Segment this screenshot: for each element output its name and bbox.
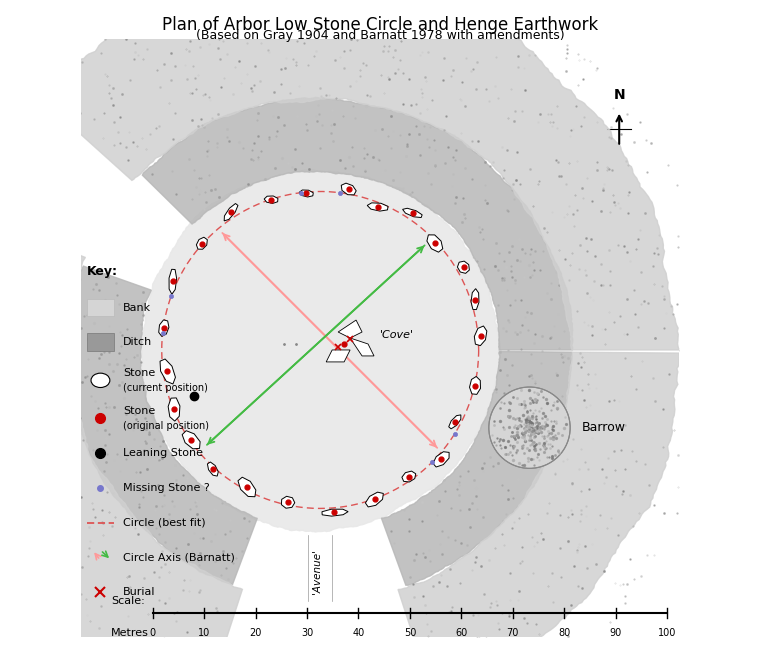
Text: Metres: Metres xyxy=(111,628,149,638)
Text: 70: 70 xyxy=(507,628,519,638)
Polygon shape xyxy=(70,266,258,584)
Polygon shape xyxy=(38,0,679,350)
Text: Circle (best fit): Circle (best fit) xyxy=(123,517,205,528)
Text: N: N xyxy=(613,88,625,102)
Ellipse shape xyxy=(91,373,110,387)
Text: Stone: Stone xyxy=(123,368,155,378)
Text: (original position): (original position) xyxy=(123,421,209,431)
Polygon shape xyxy=(238,477,256,497)
Polygon shape xyxy=(433,452,449,467)
Text: 60: 60 xyxy=(455,628,467,638)
Polygon shape xyxy=(299,190,313,197)
Text: 80: 80 xyxy=(558,628,570,638)
Polygon shape xyxy=(169,269,176,294)
Polygon shape xyxy=(168,398,180,421)
Polygon shape xyxy=(141,170,501,532)
Polygon shape xyxy=(427,235,443,252)
Polygon shape xyxy=(402,471,416,482)
Polygon shape xyxy=(366,492,383,507)
Text: (Based on Gray 1904 and Barnatt 1978 with amendments): (Based on Gray 1904 and Barnatt 1978 wit… xyxy=(195,29,565,42)
Polygon shape xyxy=(322,509,348,516)
Polygon shape xyxy=(160,359,176,384)
FancyBboxPatch shape xyxy=(87,298,114,317)
Text: Stone: Stone xyxy=(123,406,155,416)
Text: Barrow: Barrow xyxy=(582,421,626,434)
Polygon shape xyxy=(341,183,356,195)
Text: 0: 0 xyxy=(150,628,156,638)
Polygon shape xyxy=(182,431,200,448)
Polygon shape xyxy=(470,376,480,395)
Text: 10: 10 xyxy=(198,628,211,638)
Polygon shape xyxy=(350,338,374,356)
Polygon shape xyxy=(281,497,295,508)
Polygon shape xyxy=(159,320,169,336)
Text: Key:: Key: xyxy=(87,265,118,278)
Polygon shape xyxy=(448,415,461,429)
Polygon shape xyxy=(338,320,362,338)
Text: 90: 90 xyxy=(610,628,622,638)
Polygon shape xyxy=(142,98,573,350)
Text: Ditch: Ditch xyxy=(123,337,152,347)
Text: 40: 40 xyxy=(353,628,365,638)
Text: 100: 100 xyxy=(658,628,676,638)
Text: 'Cove': 'Cove' xyxy=(380,330,414,340)
Text: 'Avenue': 'Avenue' xyxy=(312,549,322,593)
Polygon shape xyxy=(474,326,487,346)
Text: 20: 20 xyxy=(249,628,261,638)
Text: Burial: Burial xyxy=(123,587,155,597)
Polygon shape xyxy=(398,352,679,650)
Text: 50: 50 xyxy=(404,628,416,638)
Polygon shape xyxy=(196,237,207,249)
Text: Scale:: Scale: xyxy=(111,596,144,606)
Polygon shape xyxy=(382,352,572,585)
Polygon shape xyxy=(326,350,350,362)
Polygon shape xyxy=(207,462,218,476)
Polygon shape xyxy=(471,289,479,309)
Polygon shape xyxy=(264,196,278,203)
Text: Bank: Bank xyxy=(123,302,151,313)
Text: Leaning Stone: Leaning Stone xyxy=(123,448,203,458)
Text: 30: 30 xyxy=(301,628,313,638)
Polygon shape xyxy=(403,208,422,218)
Polygon shape xyxy=(0,210,242,650)
Polygon shape xyxy=(367,203,388,211)
Text: Plan of Arbor Low Stone Circle and Henge Earthwork: Plan of Arbor Low Stone Circle and Henge… xyxy=(162,16,598,34)
Text: Circle Axis (Barnatt): Circle Axis (Barnatt) xyxy=(123,552,235,562)
FancyBboxPatch shape xyxy=(87,333,114,351)
Polygon shape xyxy=(224,203,238,221)
Text: Missing Stone ?: Missing Stone ? xyxy=(123,483,210,493)
Polygon shape xyxy=(458,261,470,274)
Circle shape xyxy=(489,387,570,469)
Text: (current position): (current position) xyxy=(123,382,207,393)
